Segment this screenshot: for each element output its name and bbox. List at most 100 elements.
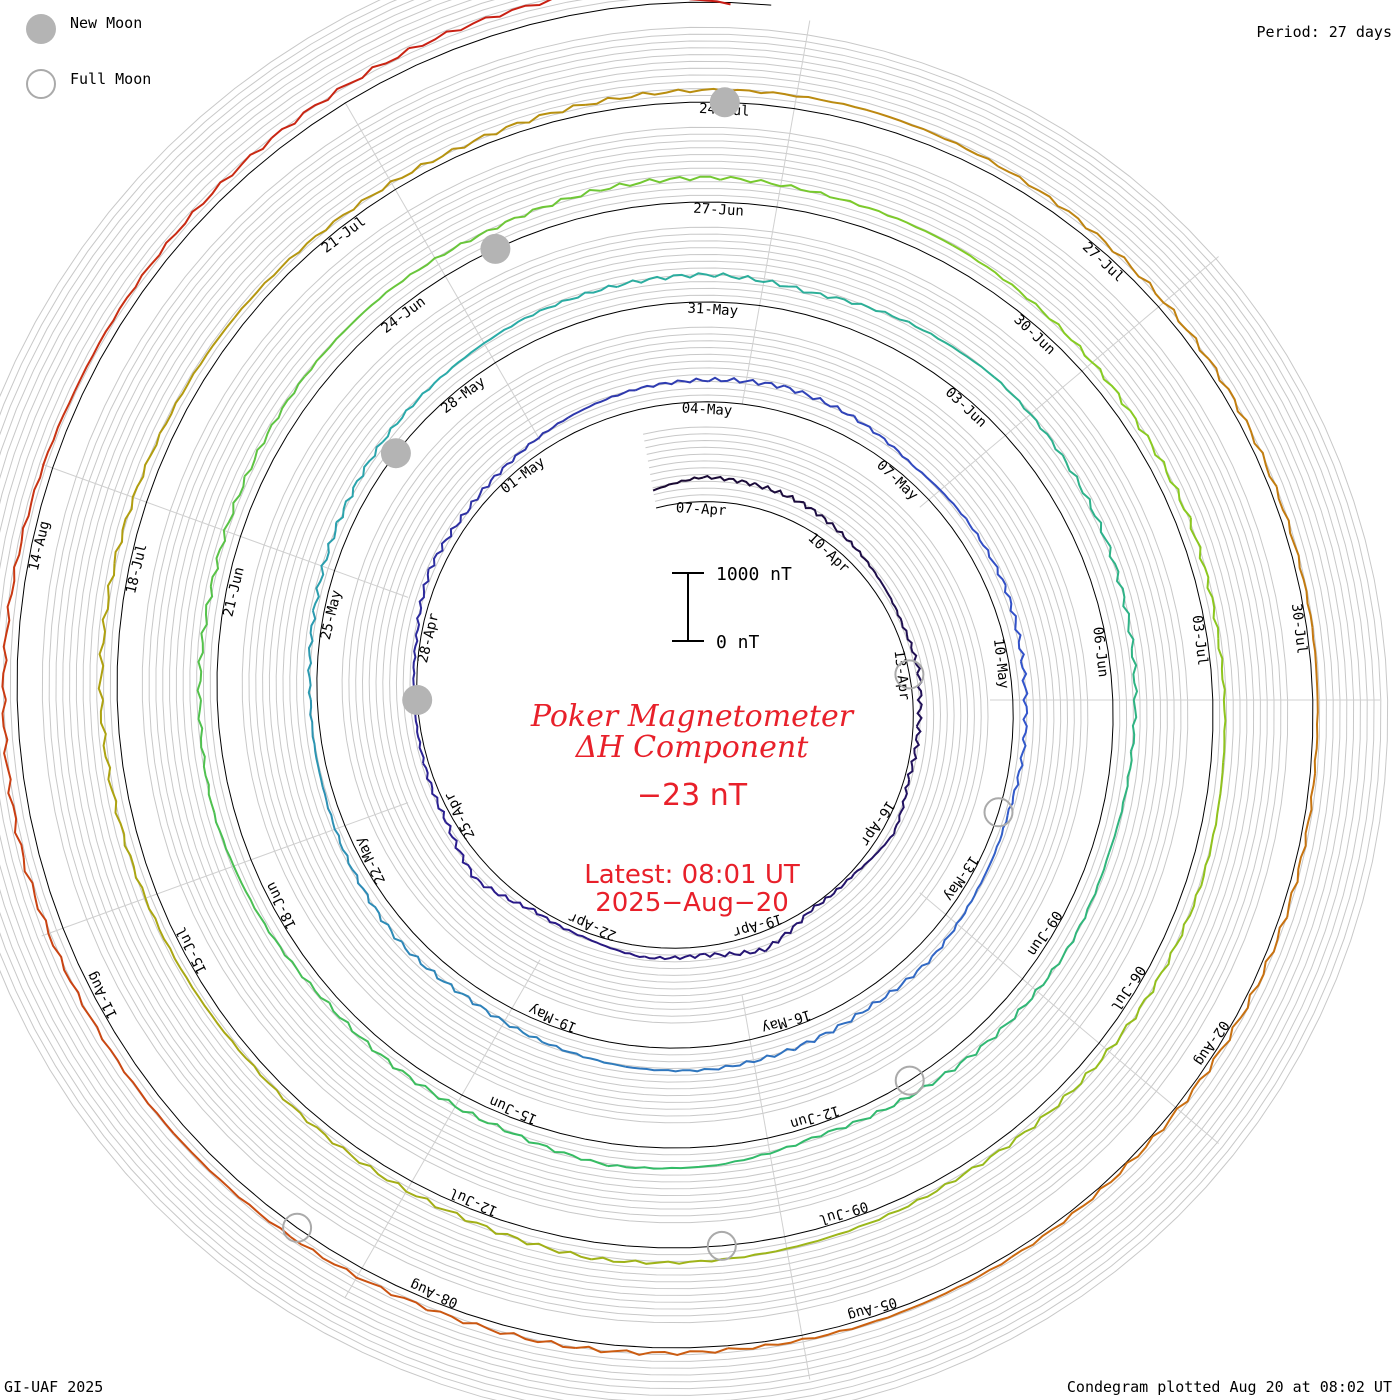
moon-markers	[282, 87, 1014, 1261]
trace-segment	[783, 384, 855, 417]
trace-segment	[625, 1065, 712, 1073]
scale-top-label: 1000 nT	[716, 564, 792, 585]
trace-segment	[720, 175, 841, 201]
trace-segment	[253, 1065, 352, 1156]
new-moon-marker	[380, 438, 411, 469]
trace-segment	[408, 0, 553, 50]
spoke-line	[344, 959, 541, 1298]
trace-segment	[385, 229, 488, 294]
trace-segment	[333, 148, 453, 223]
trace-segment	[533, 908, 588, 940]
trace-segment	[586, 937, 645, 959]
day-label: 03-Jun	[942, 385, 990, 431]
trace-segment	[1189, 517, 1220, 639]
trace-segment	[123, 834, 176, 960]
trace-segment	[764, 910, 813, 953]
trace-segment	[468, 996, 544, 1043]
trace-segment	[408, 1075, 505, 1132]
trace-segment	[952, 244, 1051, 320]
trace-segment	[876, 576, 903, 624]
trace-segment	[1, 699, 25, 859]
trace-segment	[803, 501, 845, 538]
trace-segment	[173, 958, 255, 1067]
trace-segment	[702, 474, 756, 487]
day-label: 13-Apr	[891, 649, 913, 701]
trace-segment	[839, 198, 953, 247]
trace-segment	[867, 955, 933, 1010]
trace-segment	[1, 541, 23, 701]
day-label: 14-Aug	[26, 519, 53, 572]
day-label: 25-May	[318, 589, 345, 642]
trace-segment	[794, 1008, 870, 1051]
trace-segment	[607, 1164, 718, 1170]
trace-segment	[476, 877, 535, 910]
trace-segment	[73, 254, 161, 392]
trace-segment	[711, 1047, 795, 1071]
trace-segment	[1108, 546, 1135, 649]
trace-segment	[542, 1041, 626, 1068]
trace-segment	[911, 464, 967, 520]
trace-segment	[652, 476, 704, 492]
trace-segment	[172, 1132, 292, 1238]
trace-segment	[843, 536, 879, 578]
trace-segment	[1311, 627, 1319, 774]
scale-bottom-label: 0 nT	[716, 632, 760, 653]
full-moon-marker	[894, 1065, 925, 1096]
day-label: 27-Jun	[693, 201, 744, 220]
trace-segment	[381, 372, 448, 443]
trace-segment	[901, 622, 922, 674]
trace-segment	[445, 317, 526, 374]
full-moon-marker	[706, 1230, 737, 1261]
trace-segment	[906, 725, 922, 780]
grid-line	[0, 0, 1341, 1376]
trace-segment	[428, 512, 468, 570]
trace-segment	[931, 888, 979, 958]
trace-segment	[754, 482, 805, 504]
trace-segment	[1108, 751, 1133, 853]
latest-time: Latest: 08:01 UT	[584, 860, 800, 890]
day-label: 12-Jun	[788, 1102, 841, 1132]
trace-segment	[727, 1319, 877, 1350]
trace-segment	[704, 947, 766, 959]
day-label: 28-Apr	[415, 612, 442, 665]
trace-segment	[616, 272, 715, 288]
trace-segment	[97, 563, 116, 701]
trace-segment	[1003, 585, 1025, 662]
trace-segment	[976, 815, 1009, 890]
trace-segment	[197, 699, 216, 814]
trace-segment	[445, 821, 478, 880]
new-moon-legend-icon	[26, 14, 56, 44]
trace-segment	[503, 1130, 609, 1168]
grid-line	[0, 0, 1348, 1383]
trace-segment	[916, 1028, 1001, 1094]
day-label: 31-May	[687, 301, 738, 320]
trace-segment	[1019, 661, 1029, 740]
trace-segment	[1112, 250, 1210, 360]
trace-segment	[209, 476, 246, 587]
day-label: 08-Aug	[408, 1276, 461, 1311]
trace-segment	[599, 175, 721, 192]
trace-segment	[452, 103, 586, 150]
trace-segment	[243, 375, 306, 477]
trace-segment	[213, 812, 261, 917]
magnetometer-trace	[1, 0, 1319, 1357]
spoke-line	[344, 102, 541, 441]
trace-segment	[99, 699, 126, 835]
trace-segment	[963, 1095, 1065, 1175]
trace-segment	[1286, 772, 1317, 918]
trace-segment	[853, 833, 895, 875]
trace-segment	[350, 1154, 466, 1222]
spoke-line	[741, 995, 811, 1380]
day-label: 03-Jul	[1189, 614, 1211, 666]
day-label: 30-Jul	[1288, 603, 1310, 655]
trace-segment	[853, 415, 913, 466]
trace-segment	[524, 284, 618, 319]
scale-bar	[672, 572, 704, 642]
credit-label: GI-UAF 2025	[4, 1378, 104, 1396]
trace-segment	[303, 291, 388, 378]
trace-segment	[708, 376, 785, 390]
plotted-label: Condegram plotted Aug 20 at 08:02 UT	[1066, 1378, 1392, 1396]
trace-segment	[907, 320, 996, 379]
